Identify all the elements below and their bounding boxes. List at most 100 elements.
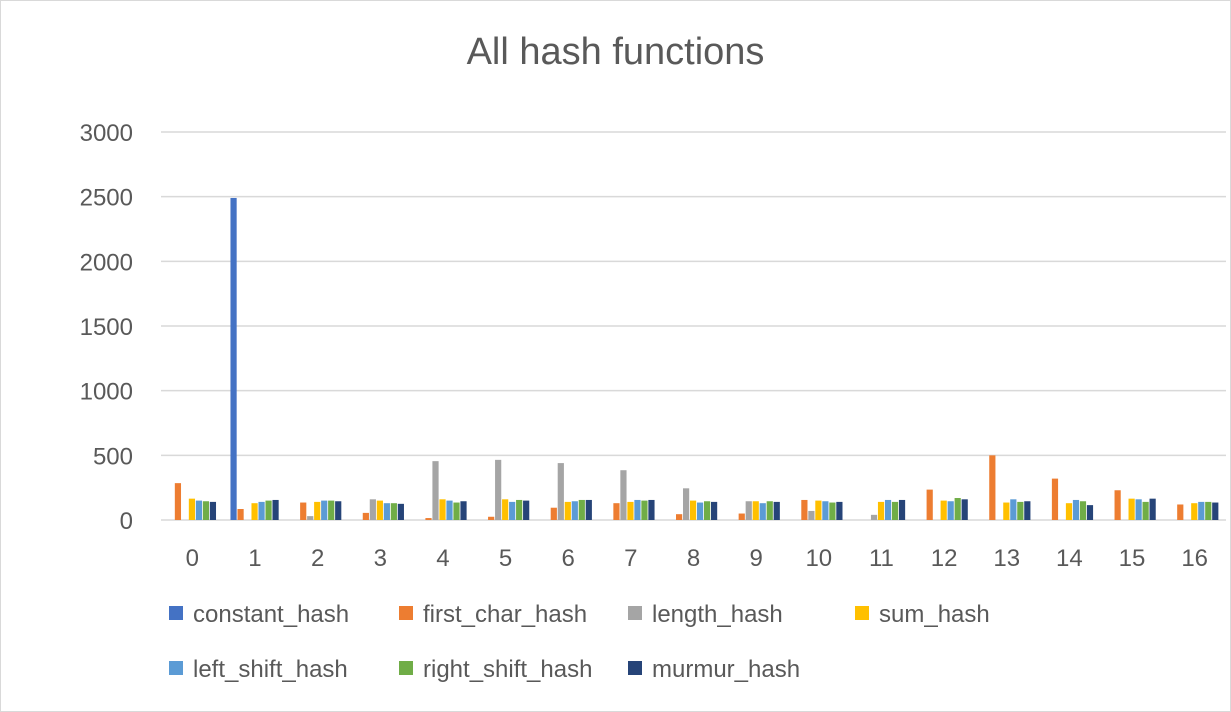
bar-sum_hash-3 — [376, 500, 383, 520]
x-tick-label: 14 — [1056, 545, 1083, 572]
bars — [174, 197, 1219, 520]
x-tick-label: 5 — [499, 545, 512, 572]
bar-length_hash-11 — [870, 514, 878, 520]
bar-right_shift_hash-7 — [641, 500, 648, 520]
bar-murmur_hash-9 — [773, 501, 780, 520]
bar-right_shift_hash-15 — [1142, 501, 1149, 520]
y-tick-label: 2000 — [80, 249, 133, 276]
bar-right_shift_hash-2 — [328, 500, 335, 520]
bar-right_shift_hash-10 — [829, 502, 836, 520]
bar-murmur_hash-12 — [961, 499, 968, 520]
bar-first_char_hash-1 — [237, 509, 244, 520]
legend-label-constant_hash: constant_hash — [193, 601, 349, 628]
bar-murmur_hash-8 — [711, 501, 718, 520]
x-tick-label: 13 — [993, 545, 1020, 572]
bar-murmur_hash-7 — [648, 499, 655, 520]
x-tick-label: 8 — [687, 545, 700, 572]
x-tick-label: 1 — [248, 545, 261, 572]
y-tick-label: 1500 — [80, 314, 133, 341]
bar-length_hash-3 — [369, 499, 376, 520]
y-tick-label: 500 — [93, 443, 133, 470]
bar-murmur_hash-10 — [836, 501, 843, 520]
bar-length_hash-4 — [432, 461, 439, 520]
bar-left_shift_hash-9 — [759, 503, 766, 520]
legend-label-murmur_hash: murmur_hash — [652, 656, 800, 683]
bar-length_hash-5 — [495, 459, 502, 520]
y-axis-ticks: 0 500 1000 1500 2000 2500 3000 — [80, 120, 133, 535]
bar-murmur_hash-16 — [1212, 502, 1219, 520]
legend-swatch-left_shift_hash — [169, 661, 183, 675]
x-tick-label: 12 — [931, 545, 958, 572]
bar-murmur_hash-1 — [272, 499, 279, 520]
bar-right_shift_hash-4 — [453, 502, 460, 520]
bar-left_shift_hash-6 — [571, 501, 578, 520]
x-tick-label: 2 — [311, 545, 324, 572]
bar-murmur_hash-13 — [1024, 501, 1031, 520]
y-tick-label: 0 — [120, 508, 133, 535]
bar-right_shift_hash-9 — [766, 501, 773, 520]
y-tick-label: 1000 — [80, 379, 133, 406]
legend-swatch-constant_hash — [169, 606, 183, 620]
bar-murmur_hash-5 — [523, 500, 530, 520]
bar-sum_hash-9 — [752, 501, 759, 520]
bar-left_shift_hash-12 — [947, 501, 954, 520]
bar-right_shift_hash-14 — [1079, 501, 1087, 520]
bar-left_shift_hash-16 — [1198, 501, 1205, 520]
bar-first_char_hash-16 — [1177, 504, 1184, 520]
bar-left_shift_hash-3 — [383, 503, 390, 520]
bar-sum_hash-13 — [1003, 502, 1010, 520]
bar-murmur_hash-14 — [1086, 505, 1094, 520]
legend-label-length_hash: length_hash — [652, 601, 783, 628]
bar-length_hash-10 — [808, 510, 815, 520]
bar-sum_hash-4 — [439, 499, 446, 520]
bar-first_char_hash-4 — [425, 518, 432, 520]
bar-right_shift_hash-13 — [1017, 501, 1024, 520]
bar-right_shift_hash-0 — [202, 501, 210, 520]
bar-length_hash-2 — [307, 516, 314, 520]
legend-swatch-first_char_hash — [399, 606, 413, 620]
bar-left_shift_hash-15 — [1135, 499, 1142, 520]
bar-left_shift_hash-4 — [446, 500, 453, 520]
bar-murmur_hash-4 — [460, 501, 467, 520]
x-tick-label: 9 — [749, 545, 762, 572]
bar-murmur_hash-3 — [397, 503, 404, 520]
bar-sum_hash-0 — [188, 498, 196, 520]
bar-right_shift_hash-11 — [891, 501, 899, 520]
bar-sum_hash-1 — [251, 503, 258, 520]
bar-right_shift_hash-6 — [578, 499, 585, 520]
bar-sum_hash-6 — [564, 501, 571, 520]
x-tick-label: 0 — [186, 545, 199, 572]
bar-first_char_hash-14 — [1051, 478, 1059, 520]
bar-right_shift_hash-12 — [954, 498, 961, 520]
bar-first_char_hash-2 — [300, 502, 307, 520]
bar-murmur_hash-6 — [585, 499, 592, 520]
bar-murmur_hash-15 — [1149, 498, 1156, 520]
legend-label-right_shift_hash: right_shift_hash — [423, 656, 592, 683]
legend-swatch-length_hash — [628, 606, 642, 620]
x-tick-label: 6 — [562, 545, 575, 572]
bar-sum_hash-15 — [1128, 498, 1135, 520]
x-tick-label: 7 — [624, 545, 637, 572]
bar-left_shift_hash-7 — [634, 499, 641, 520]
bar-right_shift_hash-16 — [1205, 501, 1212, 520]
bar-left_shift_hash-11 — [884, 499, 892, 520]
legend-swatch-murmur_hash — [628, 661, 642, 675]
bar-constant_hash-1 — [230, 197, 237, 520]
legend-swatch-sum_hash — [855, 606, 869, 620]
bar-left_shift_hash-10 — [822, 501, 829, 520]
y-tick-label: 3000 — [80, 120, 133, 147]
bar-first_char_hash-5 — [488, 516, 495, 520]
bar-left_shift_hash-5 — [509, 501, 516, 520]
bar-sum_hash-7 — [627, 501, 634, 520]
bar-first_char_hash-15 — [1114, 490, 1121, 520]
bar-first_char_hash-12 — [926, 489, 933, 520]
x-tick-label: 15 — [1119, 545, 1146, 572]
bar-left_shift_hash-8 — [697, 502, 704, 520]
x-tick-label: 16 — [1181, 545, 1208, 572]
bar-right_shift_hash-5 — [516, 499, 523, 520]
legend: constant_hash first_char_hash length_hash s… — [169, 601, 990, 683]
chart-title: All hash functions — [466, 31, 765, 73]
bar-right_shift_hash-3 — [390, 503, 397, 520]
